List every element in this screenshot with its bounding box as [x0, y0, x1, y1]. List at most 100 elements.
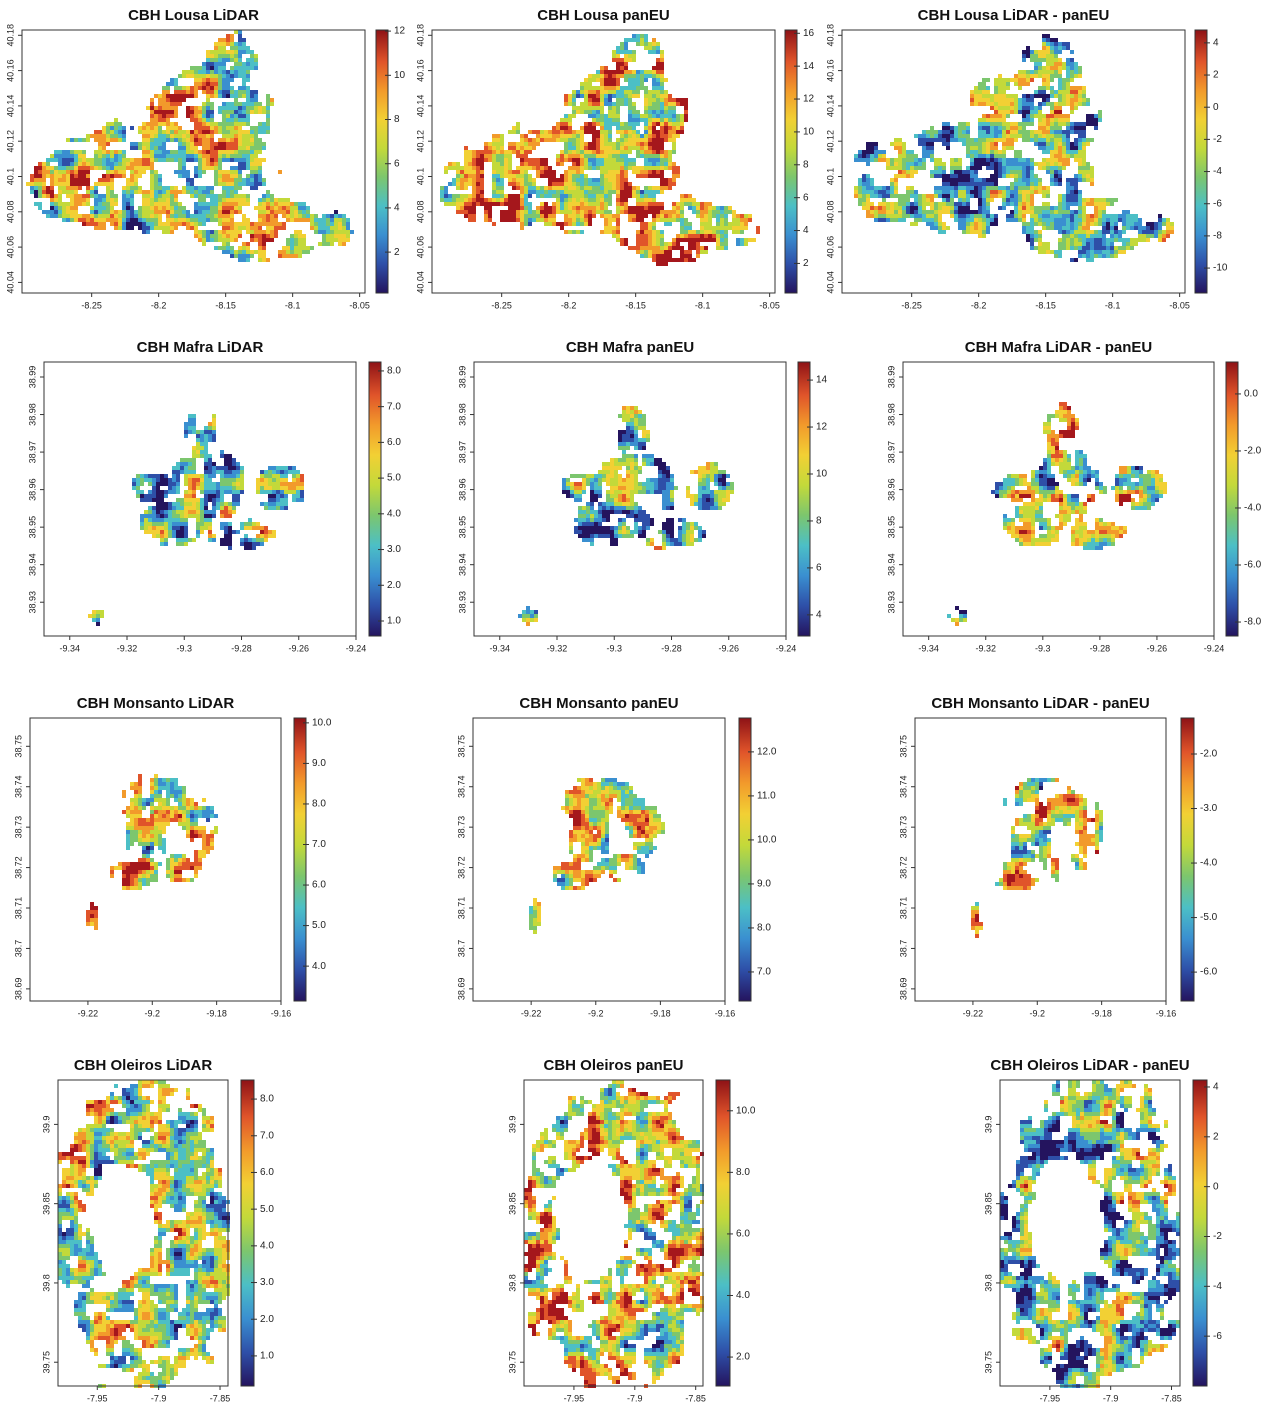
raster-cells — [38, 46, 346, 258]
raster-cells — [854, 42, 1174, 258]
raster-cells — [1000, 1084, 1180, 1388]
colorbar-tick-label: 12 — [816, 422, 828, 433]
y-tick-label: 38.96 — [27, 478, 37, 501]
colorbar-tick-label: 12 — [803, 94, 815, 105]
x-tick-label: -9.18 — [1091, 1008, 1112, 1018]
colorbar-tick-label: 14 — [803, 61, 815, 72]
colorbar-tick-label: 11.0 — [757, 791, 776, 802]
y-tick-label: 40.16 — [825, 59, 835, 82]
y-tick-label: 38.74 — [456, 775, 466, 798]
y-tick-label: 40.1 — [415, 168, 425, 186]
panel-title: CBH Lousa LiDAR - panEU — [918, 7, 1110, 24]
colorbar-tick-label: 10 — [803, 127, 815, 138]
y-tick-label: 38.75 — [898, 735, 908, 758]
colorbar — [797, 361, 811, 637]
y-tick-label: 40.18 — [825, 24, 835, 47]
colorbar-tick-label: 2 — [394, 247, 400, 258]
colorbar-tick-label: -4.0 — [1200, 858, 1218, 869]
colorbar-tick-label: -10 — [1213, 263, 1228, 274]
colorbar — [738, 717, 752, 1002]
colorbar-tick-label: -8.0 — [1244, 617, 1262, 628]
y-tick-label: 38.95 — [886, 516, 896, 539]
x-tick-label: -8.05 — [1169, 300, 1190, 310]
y-tick-label: 39.9 — [507, 1116, 517, 1134]
y-tick-label: 38.98 — [886, 403, 896, 426]
panel-title: CBH Mafra LiDAR — [137, 339, 264, 356]
y-tick-label: 39.85 — [983, 1192, 993, 1215]
colorbar-tick-label: -6 — [1213, 1331, 1222, 1342]
y-tick-label: 38.94 — [27, 553, 37, 576]
x-tick-label: -9.2 — [1030, 1008, 1046, 1018]
x-tick-label: -7.95 — [1040, 1393, 1061, 1403]
colorbar-tick-label: 7.0 — [260, 1130, 274, 1141]
y-tick-label: 38.73 — [898, 816, 908, 839]
y-tick-label: 38.71 — [13, 897, 23, 920]
x-tick-label: -9.22 — [963, 1008, 984, 1018]
y-tick-label: 39.8 — [983, 1274, 993, 1292]
raster-cells — [58, 1080, 230, 1388]
x-tick-label: -8.2 — [151, 300, 167, 310]
panel-title: CBH Mafra panEU — [566, 339, 694, 356]
x-tick-label: -9.18 — [650, 1008, 671, 1018]
colorbar-tick-label: -4 — [1213, 1281, 1222, 1292]
y-tick-label: 39.8 — [507, 1274, 517, 1292]
x-tick-label: -9.18 — [206, 1008, 227, 1018]
raster-cells — [96, 454, 276, 626]
x-tick-label: -7.95 — [87, 1393, 108, 1403]
x-tick-label: -9.24 — [1204, 643, 1225, 653]
colorbar-tick-label: 10.0 — [757, 835, 777, 846]
raster-cells — [562, 430, 726, 546]
colorbar-tick-label: 5.0 — [312, 920, 326, 931]
colorbar-tick-label: -6 — [1213, 198, 1222, 209]
x-tick-label: -9.34 — [490, 643, 511, 653]
panel-title: CBH Oleiros LiDAR - panEU — [990, 1057, 1189, 1074]
y-tick-label: 38.94 — [886, 553, 896, 576]
y-tick-label: 38.74 — [13, 775, 23, 798]
colorbar-tick-label: 4 — [816, 610, 822, 621]
colorbar-tick-label: -8 — [1213, 231, 1222, 242]
x-tick-label: -9.32 — [117, 643, 138, 653]
colorbar — [240, 1079, 255, 1387]
plot-frame — [841, 29, 1186, 294]
colorbar-tick-label: 6.0 — [312, 880, 326, 891]
y-tick-label: 39.8 — [41, 1274, 51, 1292]
plot-frame — [57, 1079, 229, 1387]
colorbar-tick-label: 16 — [803, 28, 815, 39]
x-tick-label: -8.1 — [285, 300, 301, 310]
y-tick-label: 40.14 — [825, 95, 835, 118]
x-tick-label: -9.28 — [661, 643, 682, 653]
colorbar-tick-label: -2 — [1213, 134, 1222, 145]
colorbar-tick-label: 8.0 — [387, 366, 401, 377]
colorbar-tick-label: 2 — [1213, 70, 1219, 81]
y-tick-label: 40.12 — [825, 130, 835, 153]
colorbar-tick-label: 4.0 — [260, 1240, 274, 1251]
colorbar-tick-label: 12 — [394, 26, 406, 37]
x-tick-label: -9.24 — [776, 643, 797, 653]
plot-frame — [999, 1079, 1181, 1387]
raster-cells — [126, 786, 218, 890]
colorbar-tick-label: 10 — [816, 469, 828, 480]
x-tick-label: -8.15 — [215, 300, 236, 310]
raster-cells — [92, 414, 300, 618]
colorbar-tick-label: 7.0 — [387, 401, 401, 412]
y-tick-label: 40.06 — [5, 236, 15, 259]
raster-cells — [1019, 406, 1131, 534]
colorbar-tick-label: 10.0 — [736, 1105, 756, 1116]
colorbar-tick-label: 10.0 — [312, 718, 332, 729]
panel-title: CBH Mafra LiDAR - panEU — [965, 339, 1153, 356]
y-tick-label: 38.74 — [898, 775, 908, 798]
x-tick-label: -9.34 — [60, 643, 81, 653]
y-tick-label: 38.71 — [898, 897, 908, 920]
x-tick-label: -9.26 — [1147, 643, 1168, 653]
raster-cells — [260, 530, 264, 534]
colorbar-tick-label: 9.0 — [757, 879, 771, 890]
x-tick-label: -8.25 — [901, 300, 922, 310]
raster-cells — [58, 1080, 230, 1388]
colorbar-tick-label: 2.0 — [387, 580, 401, 591]
raster-cells — [537, 778, 657, 906]
raster-cells — [160, 474, 304, 534]
colorbar-tick-label: 6.0 — [736, 1229, 750, 1240]
panel-title: CBH Monsanto LiDAR - panEU — [931, 695, 1149, 712]
x-tick-label: -9.2 — [588, 1008, 604, 1018]
x-tick-label: -8.05 — [349, 300, 370, 310]
